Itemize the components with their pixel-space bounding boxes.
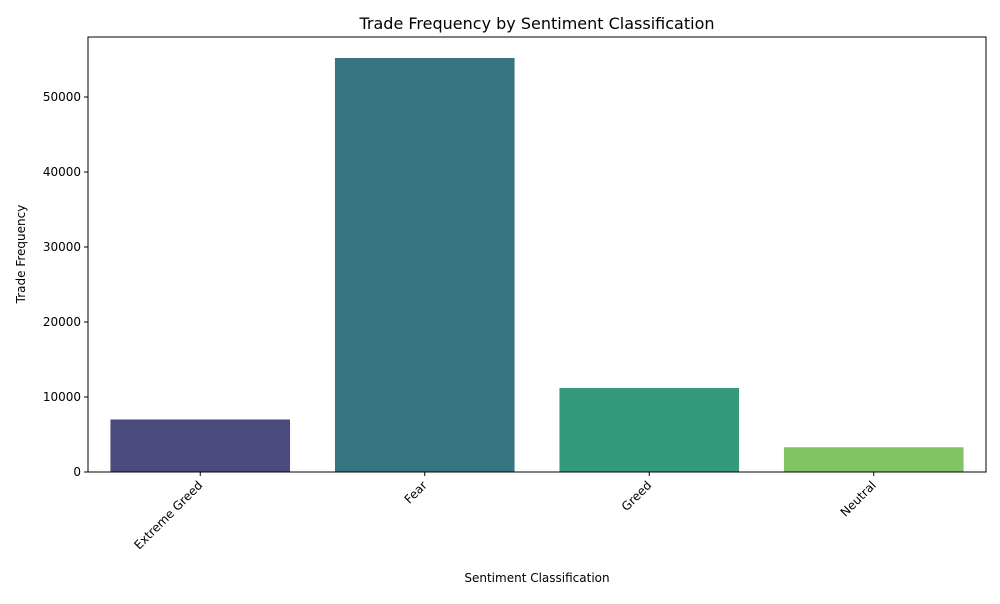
- y-tick-label: 10000: [43, 390, 81, 404]
- chart-title: Trade Frequency by Sentiment Classificat…: [359, 14, 715, 33]
- x-tick-label: Greed: [619, 478, 655, 514]
- x-axis-label: Sentiment Classification: [464, 571, 609, 585]
- y-axis-ticks: 0 10000 20000 30000 40000 50000: [43, 90, 88, 479]
- x-tick-label: Extreme Greed: [131, 478, 205, 552]
- bar-greed: [559, 388, 740, 472]
- bar-neutral: [783, 447, 964, 472]
- y-tick-label: 50000: [43, 90, 81, 104]
- x-axis-ticks: Extreme Greed Fear Greed Neutral: [131, 472, 879, 552]
- y-axis-label: Trade Frequency: [14, 205, 28, 305]
- bar-fear: [334, 58, 515, 472]
- x-tick-label: Fear: [402, 478, 430, 506]
- plot-frame: [87, 36, 987, 473]
- y-tick-label: 40000: [43, 165, 81, 179]
- y-tick-label: 30000: [43, 240, 81, 254]
- bars-group: [110, 58, 964, 472]
- x-tick-label: Neutral: [838, 478, 879, 519]
- bar-extreme-greed: [110, 419, 291, 472]
- y-tick-label: 20000: [43, 315, 81, 329]
- y-tick-label: 0: [73, 465, 81, 479]
